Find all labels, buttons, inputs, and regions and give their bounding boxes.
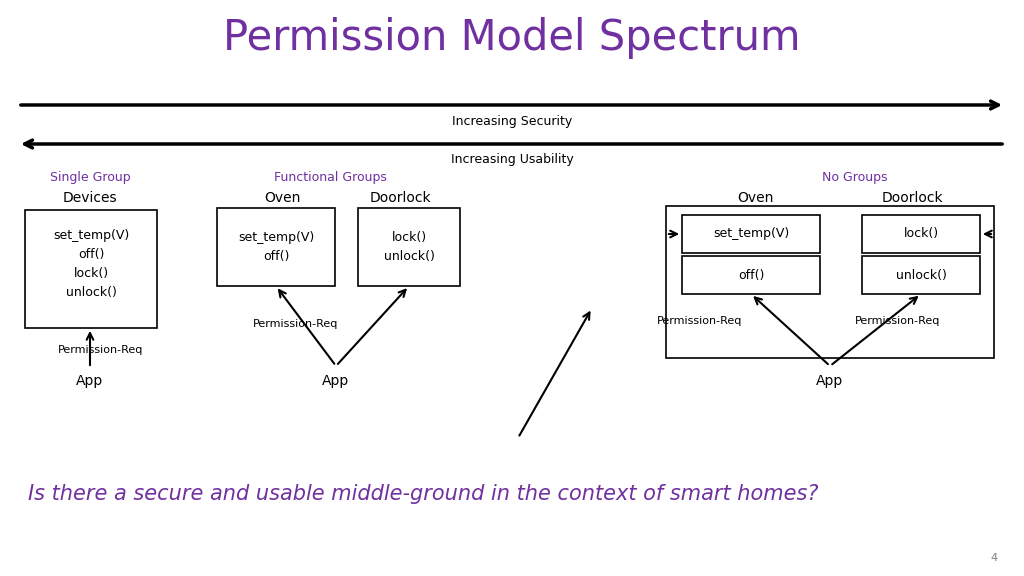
Bar <box>682 215 820 253</box>
Text: lock()
unlock(): lock() unlock() <box>384 231 434 263</box>
Text: Oven: Oven <box>737 191 773 205</box>
Text: Permission-Req: Permission-Req <box>855 316 940 326</box>
Text: unlock(): unlock() <box>896 268 946 282</box>
Text: Increasing Usability: Increasing Usability <box>451 153 573 166</box>
Text: off(): off() <box>738 268 764 282</box>
Bar <box>862 256 980 294</box>
Text: App: App <box>816 374 844 388</box>
Text: Is there a secure and usable middle-ground in the context of smart homes?: Is there a secure and usable middle-grou… <box>28 484 818 504</box>
Bar <box>217 208 335 286</box>
Text: 4: 4 <box>991 553 998 563</box>
Text: set_temp(V): set_temp(V) <box>713 228 790 241</box>
Text: Permission-Req: Permission-Req <box>58 345 143 355</box>
Text: lock(): lock() <box>903 228 939 241</box>
Text: Doorlock: Doorlock <box>882 191 943 205</box>
Text: Functional Groups: Functional Groups <box>273 172 386 184</box>
Text: App: App <box>77 374 103 388</box>
Bar <box>25 210 157 328</box>
Text: App: App <box>323 374 349 388</box>
Text: Doorlock: Doorlock <box>370 191 431 205</box>
Text: No Groups: No Groups <box>822 172 888 184</box>
Bar <box>682 256 820 294</box>
Text: set_temp(V)
off(): set_temp(V) off() <box>238 231 314 263</box>
Text: set_temp(V)
off()
lock()
unlock(): set_temp(V) off() lock() unlock() <box>53 229 129 299</box>
Text: Single Group: Single Group <box>50 172 130 184</box>
Text: Increasing Security: Increasing Security <box>452 115 572 127</box>
Text: Permission-Req: Permission-Req <box>253 319 339 329</box>
Text: Permission Model Spectrum: Permission Model Spectrum <box>223 17 801 59</box>
Bar <box>666 206 994 358</box>
Bar <box>358 208 460 286</box>
Bar <box>862 215 980 253</box>
Text: Devices: Devices <box>62 191 118 205</box>
Text: Permission-Req: Permission-Req <box>657 316 742 326</box>
Text: Oven: Oven <box>264 191 300 205</box>
